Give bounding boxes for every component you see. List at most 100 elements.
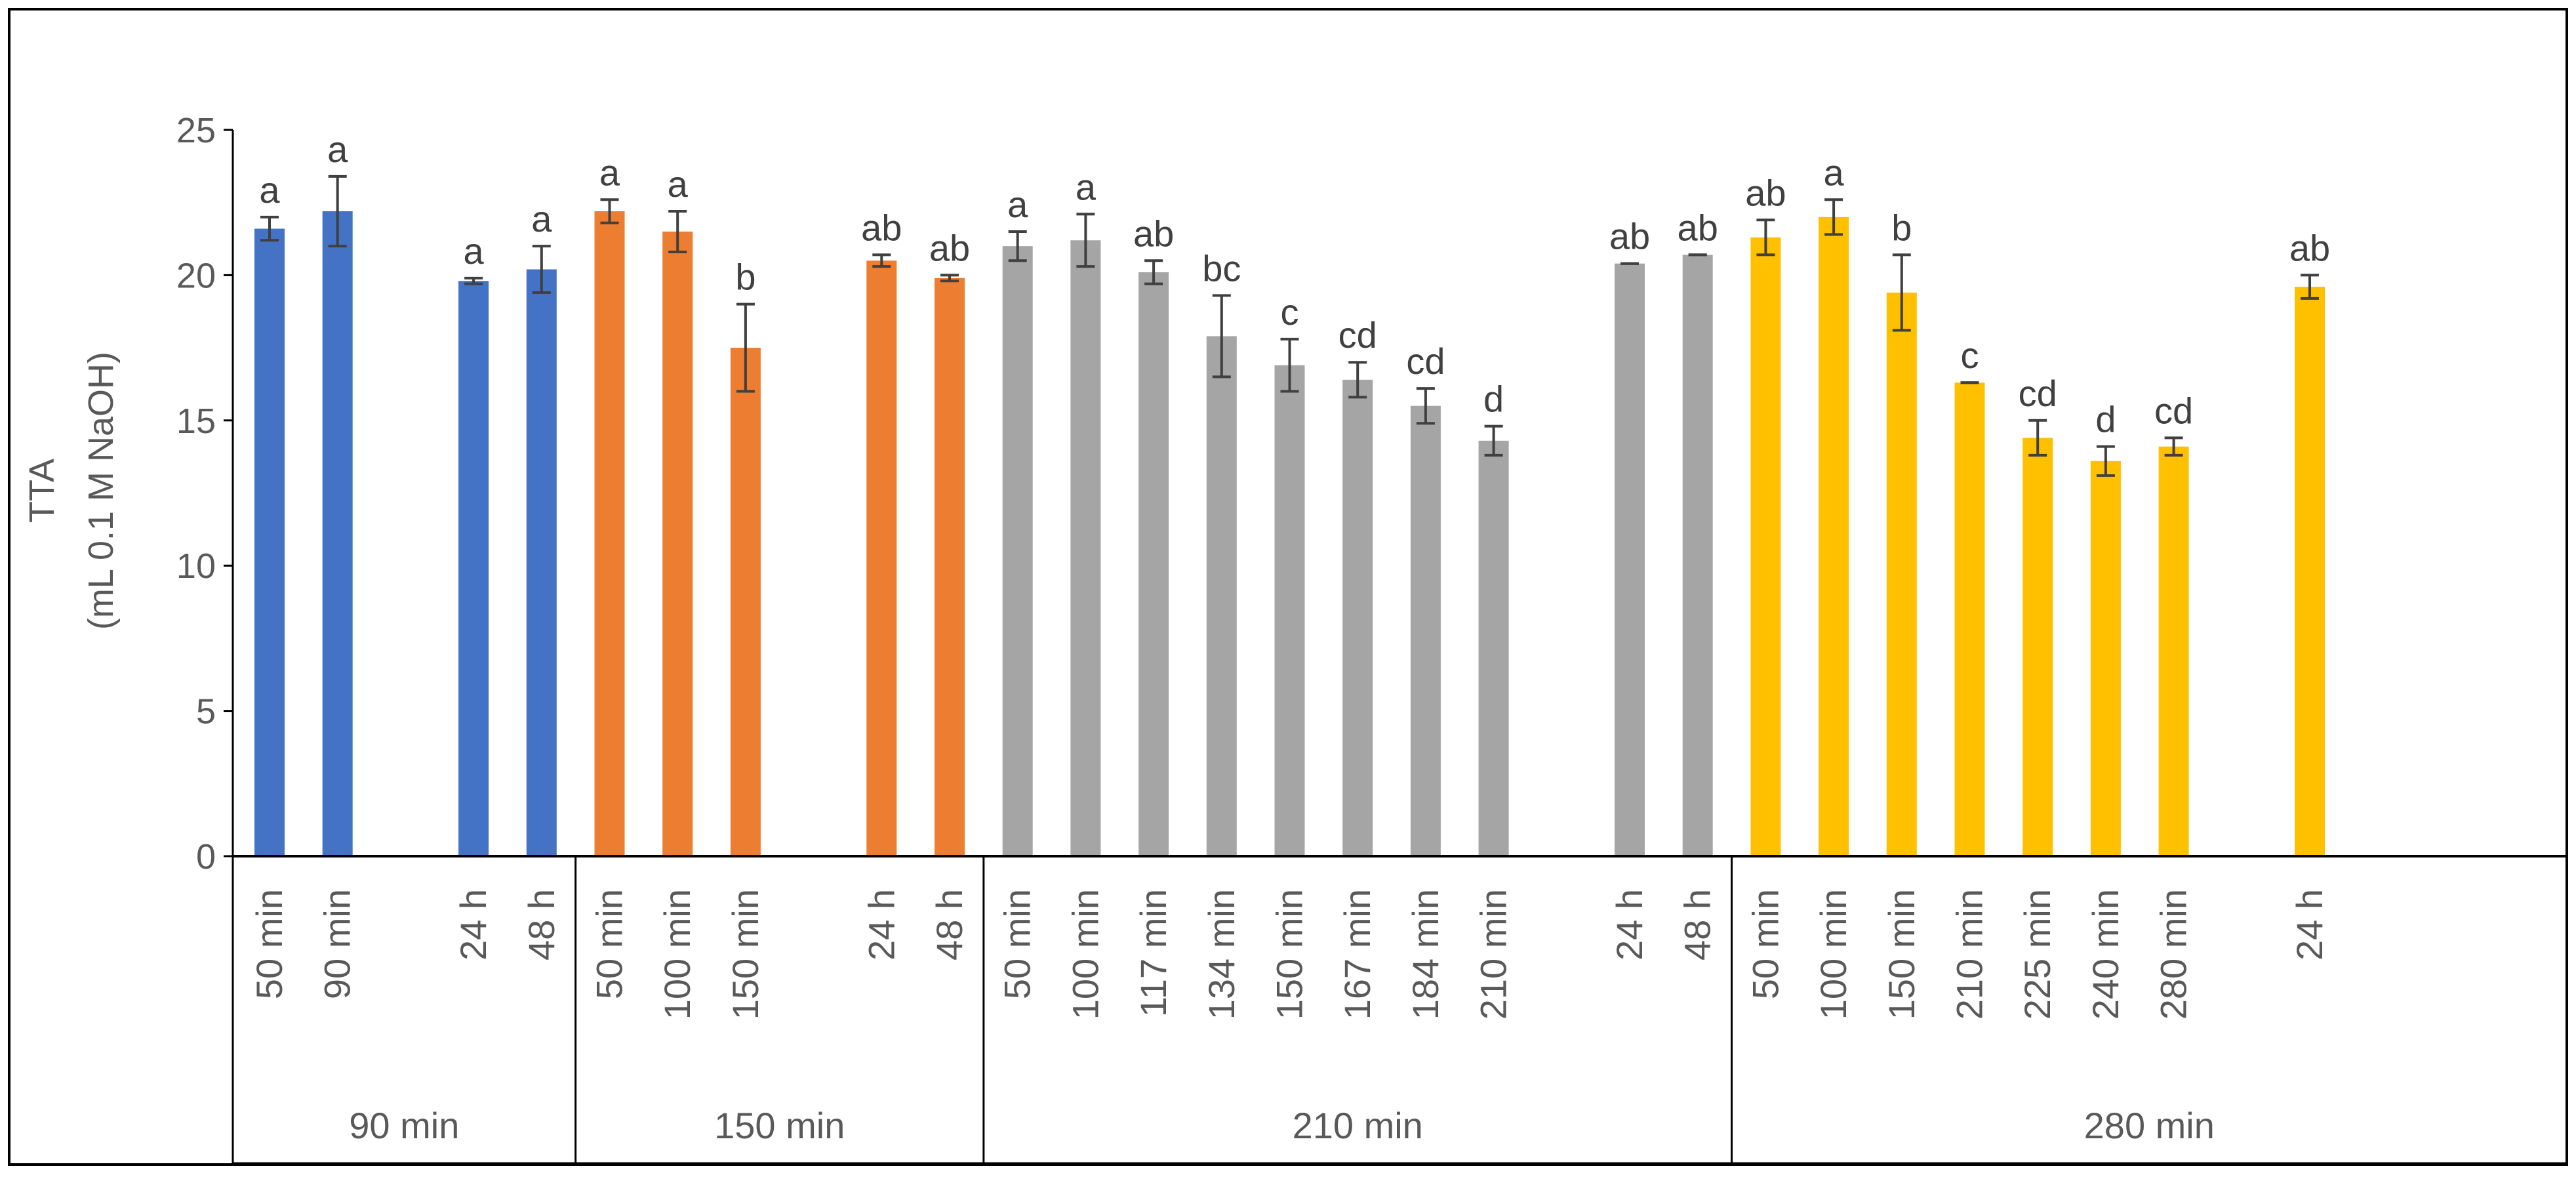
significance-letter: a bbox=[1076, 166, 1097, 207]
x-category-label: 50 min bbox=[249, 889, 290, 999]
bar bbox=[1002, 246, 1033, 856]
x-category-label: 150 min bbox=[725, 889, 766, 1020]
y-tick-label: 0 bbox=[196, 837, 216, 877]
y-tick-label: 15 bbox=[176, 402, 216, 441]
x-category-label: 150 min bbox=[1881, 889, 1922, 1020]
x-category-label: 100 min bbox=[656, 889, 698, 1020]
error-bar bbox=[1892, 253, 1911, 332]
y-axis-ticks: 0 5 10 15 20 25 bbox=[176, 111, 233, 877]
error-bar bbox=[2028, 419, 2047, 457]
error-bar bbox=[260, 215, 279, 242]
error-bar bbox=[1280, 337, 1299, 393]
error-bar bbox=[1824, 198, 1843, 236]
x-category-label: 167 min bbox=[1337, 889, 1378, 1020]
significance-letter: b bbox=[735, 257, 755, 298]
significance-letter: a bbox=[599, 152, 620, 193]
significance-letter: a bbox=[531, 198, 552, 239]
significance-letter: c bbox=[1961, 335, 1979, 376]
significance-letter: ab bbox=[1678, 207, 1718, 248]
x-group-boxes: 90 min 150 min 210 min 280 min bbox=[231, 856, 2567, 1165]
error-bar bbox=[1008, 230, 1027, 262]
error-bar bbox=[328, 175, 347, 248]
bar bbox=[1819, 217, 1849, 857]
bar bbox=[2090, 461, 2121, 856]
bars-layer bbox=[254, 211, 2325, 857]
y-tick-label: 5 bbox=[196, 692, 216, 732]
y-axis-title: TTA (mL 0.1 M NaOH) bbox=[22, 352, 121, 630]
bar bbox=[2158, 446, 2189, 856]
bar bbox=[254, 228, 285, 856]
bar bbox=[594, 211, 625, 856]
significance-letter: ab bbox=[929, 227, 970, 268]
error-bar bbox=[2301, 274, 2319, 300]
x-category-label: 48 h bbox=[1677, 889, 1718, 960]
bar bbox=[1342, 379, 1373, 856]
significance-letter: ab bbox=[1609, 216, 1650, 257]
error-bar bbox=[600, 198, 619, 224]
group-label: 210 min bbox=[1293, 1105, 1423, 1146]
significance-letter: d bbox=[1483, 379, 1504, 420]
bar bbox=[1410, 405, 1441, 856]
x-category-label: 225 min bbox=[2017, 889, 2058, 1020]
significance-letter: cd bbox=[1338, 314, 1377, 356]
bar bbox=[1886, 292, 1917, 856]
x-category-label: 150 min bbox=[1269, 889, 1310, 1020]
error-bar bbox=[668, 209, 687, 253]
y-tick-label: 20 bbox=[176, 256, 216, 295]
error-bar bbox=[1144, 259, 1163, 285]
significance-letter: bc bbox=[1202, 247, 1241, 289]
bar bbox=[322, 211, 353, 856]
bar bbox=[1615, 263, 1645, 856]
bar bbox=[662, 231, 693, 857]
y-tick-label: 10 bbox=[176, 547, 216, 586]
error-bar bbox=[532, 245, 551, 294]
bar bbox=[730, 348, 761, 856]
error-bar bbox=[1348, 361, 1367, 399]
error-bar bbox=[940, 274, 959, 283]
x-category-label: 100 min bbox=[1064, 889, 1106, 1020]
x-category-label: 50 min bbox=[997, 889, 1038, 999]
significance-letter: a bbox=[1824, 152, 1845, 193]
x-category-label: 100 min bbox=[1813, 889, 1854, 1020]
x-category-label: 24 h bbox=[1609, 889, 1650, 960]
error-bar bbox=[736, 302, 755, 393]
x-category-label: 210 min bbox=[1473, 889, 1514, 1020]
bar bbox=[1206, 336, 1237, 856]
x-category-label: 184 min bbox=[1405, 889, 1446, 1020]
significance-letter: d bbox=[2095, 399, 2116, 440]
error-bar bbox=[872, 253, 891, 268]
significance-letter: cd bbox=[1406, 341, 1445, 382]
significance-letter: a bbox=[259, 169, 280, 211]
bar bbox=[866, 260, 897, 856]
x-category-label: 24 h bbox=[2289, 889, 2330, 960]
axes-layer bbox=[231, 130, 2567, 857]
bar bbox=[2295, 287, 2325, 856]
significance-letter: a bbox=[1007, 184, 1028, 225]
bar bbox=[526, 269, 557, 856]
group-label: 280 min bbox=[2084, 1105, 2215, 1146]
significance-letter: ab bbox=[861, 207, 902, 248]
bar bbox=[1750, 237, 1781, 856]
error-bar bbox=[2096, 445, 2115, 477]
x-category-labels: 50 min 90 min 24 h 48 h 50 min 100 min 150 min… bbox=[249, 889, 2330, 1020]
y-axis-title-line-1: TTA bbox=[22, 459, 62, 523]
error-bar bbox=[464, 276, 483, 285]
error-bar bbox=[1484, 424, 1503, 457]
significance-letter: a bbox=[464, 230, 485, 272]
significance-letter: c bbox=[1281, 291, 1299, 333]
error-bar bbox=[1416, 387, 1435, 425]
significance-letter: ab bbox=[1133, 213, 1174, 254]
x-category-label: 90 min bbox=[317, 889, 358, 999]
x-category-label: 134 min bbox=[1201, 889, 1242, 1020]
error-bar bbox=[1756, 218, 1775, 257]
bar bbox=[2023, 438, 2053, 856]
significance-letter: cd bbox=[2019, 373, 2057, 414]
x-category-label: 24 h bbox=[453, 889, 494, 960]
bar bbox=[458, 281, 489, 857]
x-category-label: 50 min bbox=[1744, 889, 1786, 999]
x-category-label: 50 min bbox=[589, 889, 630, 999]
x-category-label: 280 min bbox=[2153, 889, 2194, 1020]
